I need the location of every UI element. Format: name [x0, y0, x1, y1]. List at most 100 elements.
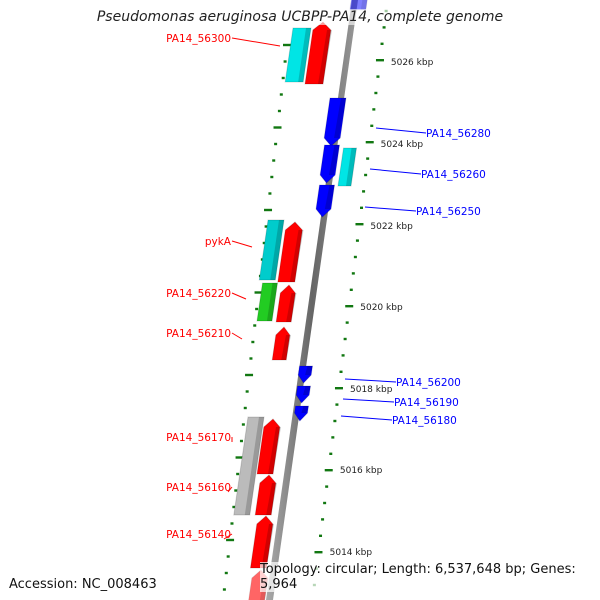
tick-mark — [234, 489, 238, 492]
gene-cyan — [258, 219, 285, 281]
tick-mark — [236, 472, 240, 476]
tick-mark — [362, 190, 366, 193]
gene-label: PA14_56250 — [416, 206, 481, 218]
tick-mark — [232, 505, 236, 509]
gene-label: PA14_56260 — [421, 169, 486, 181]
tick-mark — [321, 518, 325, 521]
tick-mark — [319, 534, 323, 537]
label-leader — [227, 486, 233, 493]
gene-PA14_56160 — [254, 474, 277, 516]
tick-mark — [283, 43, 291, 47]
tick-mark — [272, 159, 276, 162]
tick-mark — [224, 571, 228, 575]
gene-forward-shade — [328, 145, 340, 175]
gene-green — [256, 282, 279, 322]
tick-mark — [268, 192, 272, 195]
genome-summary: Topology: circular; Length: 6,537,648 bp… — [260, 562, 600, 592]
tick-label: 5024 kbp — [381, 140, 424, 150]
page-title: Pseudomonas aeruginosa UCBPP-PA14, compl… — [0, 9, 600, 25]
gene-cyan — [284, 27, 312, 83]
label-leader — [364, 206, 417, 212]
tick-label: 5020 kbp — [360, 303, 403, 313]
tick-mark — [251, 340, 255, 344]
gene-grey-shade — [244, 417, 264, 515]
gene-pykA — [277, 221, 303, 283]
tick-mark — [264, 225, 268, 228]
label-leader — [231, 332, 243, 340]
gene-PA14_56160-shade — [266, 483, 277, 515]
tick-mark — [345, 305, 354, 308]
tick-mark — [372, 108, 376, 111]
tick-mark — [339, 370, 343, 373]
label-leader — [375, 127, 427, 134]
tick-mark — [230, 522, 234, 525]
tick-mark — [343, 337, 347, 341]
gene-PA14_56250-shade — [324, 185, 335, 209]
tick-mark — [279, 93, 283, 96]
tick-mark — [333, 419, 337, 423]
tick-mark — [277, 109, 281, 113]
tick-mark — [274, 142, 278, 146]
gene-label: PA14_56140 — [166, 529, 231, 541]
tick-mark — [254, 291, 263, 294]
tick-mark — [380, 42, 384, 45]
gene-label: PA14_56170 — [166, 432, 231, 444]
gene-green-shade — [266, 283, 278, 321]
tick-mark — [222, 588, 226, 591]
tick-mark — [245, 373, 254, 377]
gene-grey — [233, 416, 265, 516]
gene-pykA-shade — [289, 230, 304, 282]
gene-label: PA14_56300 — [166, 33, 231, 45]
tick-label: 5014 kbp — [330, 548, 373, 558]
tick-mark — [360, 206, 364, 209]
label-leader — [342, 398, 395, 403]
tick-mark — [243, 406, 247, 410]
gene-label: PA14_56210 — [166, 328, 231, 340]
gene-PA14_56210 — [271, 326, 291, 361]
tick-label: 5026 kbp — [391, 58, 434, 68]
gene-PA14_56140 — [249, 515, 274, 569]
label-leader — [369, 168, 422, 175]
gene-PA14_56170 — [256, 418, 281, 475]
tick-mark — [249, 357, 253, 360]
label-leader — [231, 37, 281, 47]
label-leader — [231, 240, 253, 248]
tick-mark — [270, 175, 274, 179]
gene-label: PA14_56280 — [426, 128, 491, 140]
tick-mark — [382, 26, 386, 29]
tick-mark — [375, 59, 384, 62]
tick-mark — [255, 307, 259, 311]
tick-mark — [345, 321, 349, 324]
gene-PA14_56280 — [323, 97, 347, 147]
tick-label: 5022 kbp — [370, 222, 413, 232]
gene-PA14_56190-shade — [303, 386, 311, 395]
tick-label: 5018 kbp — [350, 385, 393, 395]
gene-label: pykA — [205, 236, 232, 248]
gene-forward-shade — [360, 0, 368, 10]
tick-mark — [324, 469, 333, 472]
tick-mark — [273, 126, 282, 129]
gene-forward — [319, 144, 341, 184]
tick-mark — [281, 76, 285, 80]
tick-mark — [366, 157, 370, 160]
tick-mark — [283, 60, 287, 63]
tick-mark — [331, 436, 335, 439]
tick-mark — [314, 551, 323, 554]
gene-PA14_56250 — [315, 184, 336, 218]
tick-mark — [262, 241, 266, 245]
label-leader — [223, 533, 233, 540]
gene-PA14_56210-shade — [281, 335, 291, 360]
tick-mark — [329, 452, 333, 455]
label-leader — [340, 415, 393, 421]
tick-mark — [323, 501, 327, 505]
gene-cyan-shade — [270, 220, 284, 280]
tick-mark — [341, 354, 345, 357]
gene-PA14_56180-shade — [301, 406, 309, 413]
tick-mark — [370, 124, 374, 127]
gene-PA14_56170-shade — [268, 427, 281, 474]
accession: Accession: NC_008463 — [9, 577, 157, 592]
tick-mark — [226, 555, 230, 558]
gene-label: PA14_56160 — [166, 482, 231, 494]
tick-mark — [353, 255, 357, 259]
